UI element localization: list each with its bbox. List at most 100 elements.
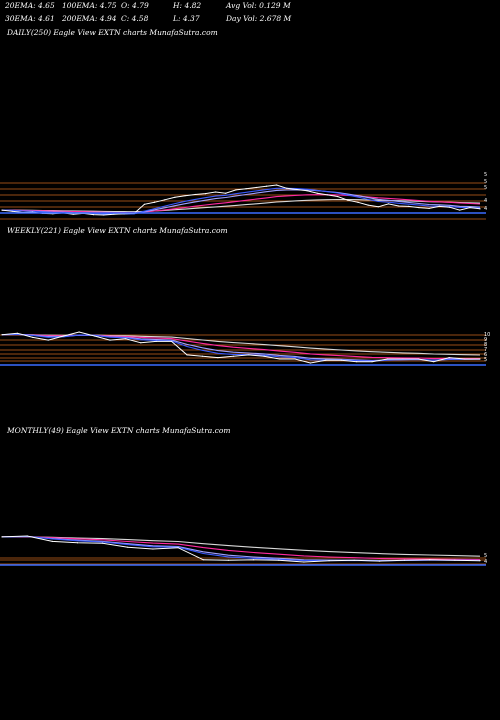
close-label: C: 4.58	[121, 14, 149, 23]
price-point	[402, 358, 404, 360]
level-label: 8	[484, 342, 487, 348]
price-point	[326, 194, 329, 196]
level-label: 5	[484, 172, 487, 178]
price-point	[194, 193, 196, 196]
price-point	[51, 540, 53, 542]
daily-chart-title: DAILY(250) Eagle View EXTN charts Munafa…	[7, 28, 218, 37]
price-point	[286, 187, 288, 189]
price-point	[408, 205, 410, 207]
price-point	[378, 560, 380, 562]
price-point	[448, 206, 451, 208]
level-label: 6	[484, 352, 487, 358]
price-point	[214, 191, 217, 193]
price-point	[356, 361, 358, 363]
price-point	[316, 192, 318, 194]
price-point	[294, 358, 296, 360]
price-point	[367, 204, 369, 206]
price-point	[186, 354, 188, 356]
price-point	[454, 559, 456, 561]
price-point	[1, 536, 3, 538]
price-line	[1, 535, 481, 563]
ema100-line	[1, 194, 481, 214]
price-point	[248, 354, 250, 356]
level-label: 4	[484, 559, 487, 565]
price-point	[201, 355, 204, 357]
ema200-line	[2, 198, 481, 213]
price-point	[433, 361, 435, 363]
price-point	[428, 207, 430, 210]
price-point	[32, 336, 34, 338]
price-point	[255, 186, 257, 189]
price-point	[153, 201, 156, 203]
price-point	[265, 185, 268, 187]
price-point	[63, 335, 65, 337]
price-point	[357, 201, 359, 203]
price-line	[1, 331, 480, 364]
price-point	[371, 361, 373, 363]
price-point	[429, 559, 431, 561]
price-point	[204, 193, 207, 195]
ema100-line	[1, 536, 481, 561]
price-point	[26, 535, 28, 537]
low-label: L: 4.37	[173, 14, 200, 23]
price-point	[252, 559, 255, 561]
price-point	[377, 206, 379, 208]
price-point	[325, 359, 327, 361]
ema200-line	[1, 536, 481, 557]
price-point	[296, 188, 298, 191]
level-label: 9	[484, 337, 487, 343]
price-point	[438, 205, 440, 207]
level-label: 5	[484, 185, 487, 191]
price-point	[225, 192, 227, 194]
price-point	[263, 355, 265, 357]
price-point	[93, 335, 96, 337]
price-point	[143, 203, 145, 205]
price-point	[278, 358, 281, 360]
price-point	[202, 559, 204, 561]
price-point	[309, 362, 311, 364]
price-point	[124, 338, 126, 340]
price-point	[164, 199, 166, 201]
price-point	[479, 358, 481, 360]
price-point	[127, 546, 129, 548]
level-label: 5	[484, 553, 487, 559]
price-point	[275, 184, 278, 186]
price-point	[177, 547, 179, 549]
price-point	[102, 542, 104, 544]
price-point	[340, 359, 342, 361]
price-point	[235, 189, 237, 191]
ema30-label: 30EMA: 4.61	[5, 14, 55, 23]
price-point	[72, 213, 74, 215]
level-label: 7	[484, 347, 487, 353]
price-point	[347, 199, 349, 201]
price-point	[417, 358, 419, 360]
price-point	[232, 355, 234, 357]
price-point	[76, 542, 79, 544]
price-point	[140, 342, 142, 344]
price-point	[11, 210, 13, 212]
weekly-chart-title: WEEKLY(221) Eagle View EXTN charts Munaf…	[7, 226, 228, 235]
price-point	[47, 339, 49, 341]
level-label: 10	[484, 332, 490, 338]
ema100-label: 100EMA: 4.75	[62, 1, 117, 10]
price-point	[459, 209, 461, 211]
price-point	[92, 213, 95, 216]
price-point	[184, 195, 186, 197]
price-point	[418, 207, 420, 209]
price-point	[152, 548, 154, 550]
price-point	[174, 196, 176, 198]
level-label: 4	[484, 198, 487, 204]
price-point	[155, 340, 157, 343]
ema200-label: 200EMA: 4.94	[62, 14, 117, 23]
price-point	[479, 208, 481, 210]
level-label: 5	[484, 357, 487, 363]
level-label: 4	[484, 206, 487, 212]
monthly-chart-title: MONTHLY(49) Eagle View EXTN charts Munaf…	[7, 426, 231, 435]
price-point	[353, 559, 355, 561]
price-point	[1, 209, 3, 211]
price-point	[171, 340, 173, 343]
price-point	[469, 207, 471, 209]
price-point	[16, 332, 19, 334]
